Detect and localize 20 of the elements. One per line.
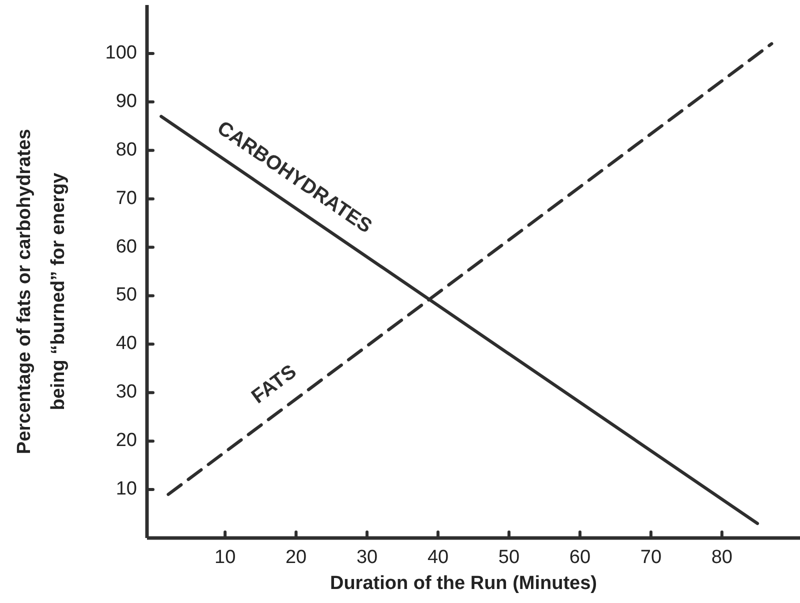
y-tick-label: 70 (116, 188, 137, 209)
y-tick-label: 10 (116, 478, 137, 500)
y-tick-label: 60 (116, 236, 137, 258)
x-tick-label: 70 (640, 547, 662, 568)
x-axis-title: Duration of the Run (Minutes) (330, 573, 598, 594)
y-tick-label: 100 (105, 42, 137, 64)
y-tick-label: 90 (116, 90, 137, 112)
y-tick-label: 30 (116, 382, 137, 403)
x-tick-label: 50 (498, 547, 520, 568)
x-tick-label: 10 (214, 547, 236, 568)
x-tick-label: 30 (356, 547, 378, 568)
y-axis-title: Percentage of fats or carbohydrates being “burned” for energy (14, 128, 69, 454)
y-tick-label: 40 (116, 333, 137, 354)
x-tick-label: 80 (711, 547, 732, 568)
y-tick-label: 20 (116, 430, 137, 452)
y-tick-label: 50 (116, 284, 137, 306)
x-tick-label: 20 (285, 547, 307, 568)
x-tick-label: 40 (427, 547, 449, 568)
y-tick-label: 80 (116, 139, 137, 160)
x-tick-label: 60 (569, 547, 591, 568)
